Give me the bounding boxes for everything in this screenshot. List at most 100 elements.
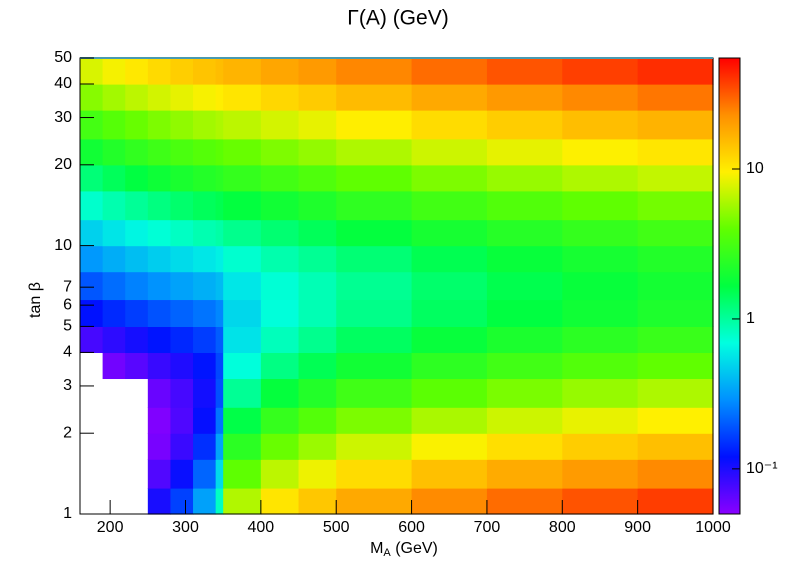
heatmap-cell <box>637 299 714 327</box>
heatmap-cell <box>298 245 337 273</box>
heatmap-cell <box>147 299 172 327</box>
heatmap-cell <box>336 459 413 489</box>
heatmap-cell <box>223 110 262 140</box>
heatmap-cell <box>80 164 104 192</box>
x-tick-label: 400 <box>248 519 275 536</box>
heatmap-cell <box>486 433 563 460</box>
heatmap-cell <box>223 459 262 489</box>
heatmap-cell <box>215 190 224 221</box>
x-tick-label: 700 <box>474 519 501 536</box>
heatmap-cell <box>562 219 639 247</box>
heatmap-cell <box>336 58 413 85</box>
heatmap-cell <box>170 58 194 85</box>
y-tick-label: 7 <box>63 278 72 295</box>
heatmap-cell <box>125 164 149 192</box>
heatmap-cell <box>80 219 104 247</box>
heatmap-cell <box>147 352 172 380</box>
heatmap-cell <box>411 407 488 434</box>
heatmap-cell <box>411 245 488 273</box>
heatmap-cell <box>102 84 126 111</box>
heatmap-cell <box>411 164 488 192</box>
heatmap-cell <box>637 459 714 489</box>
heatmap-cell <box>102 271 126 301</box>
heatmap-cell <box>215 459 224 489</box>
heatmap-cell <box>223 219 262 247</box>
heatmap-cell <box>336 326 413 354</box>
heatmap-cell <box>336 245 413 273</box>
heatmap-cell <box>223 271 262 301</box>
heatmap-cell <box>102 138 126 166</box>
heatmap-cell <box>336 84 413 111</box>
y-tick-label: 20 <box>54 156 72 173</box>
heatmap-cell <box>80 110 104 140</box>
x-tick-label: 1000 <box>695 519 731 536</box>
heatmap-cell <box>170 138 194 166</box>
heatmap-cell <box>562 352 639 380</box>
heatmap-cell <box>215 326 224 354</box>
heatmap-cell <box>193 433 217 460</box>
heatmap-cell <box>260 58 300 85</box>
heatmap-cell <box>193 459 217 489</box>
heatmap-cell <box>637 138 714 166</box>
heatmap-cell <box>637 110 714 140</box>
heatmap-cell <box>215 110 224 140</box>
heatmap-cell <box>215 299 224 327</box>
heatmap-cell <box>223 352 262 380</box>
heatmap-cell <box>223 138 262 166</box>
heatmap-cell <box>562 190 639 221</box>
heatmap-cell <box>411 190 488 221</box>
heatmap-cell <box>637 58 714 85</box>
heatmap-cell <box>193 271 217 301</box>
x-tick-label: 300 <box>172 519 199 536</box>
heatmap-cell <box>562 487 639 515</box>
heatmap-cell <box>125 219 149 247</box>
heatmap-cell <box>170 84 194 111</box>
heatmap-cell <box>637 378 714 408</box>
heatmap-cell <box>80 326 104 354</box>
heatmap-cell <box>147 58 172 85</box>
heatmap-cell <box>486 407 563 434</box>
heatmap-cell <box>215 407 224 434</box>
heatmap-cell <box>637 433 714 460</box>
heatmap-cell <box>170 219 194 247</box>
x-tick-label: 500 <box>323 519 350 536</box>
heatmap-cell <box>193 326 217 354</box>
heatmap-cell <box>102 352 126 380</box>
heatmap-cell <box>193 299 217 327</box>
heatmap-cell <box>215 84 224 111</box>
heatmap-cell <box>411 299 488 327</box>
x-tick-label: 800 <box>549 519 576 536</box>
heatmap-cell <box>260 110 300 140</box>
z-tick-label: 1 <box>746 310 755 327</box>
heatmap-cell <box>102 219 126 247</box>
z-tick-label: 10 <box>746 160 764 177</box>
y-tick-label: 4 <box>63 344 72 361</box>
heatmap-cell <box>411 138 488 166</box>
heatmap-cell <box>486 58 563 85</box>
color-bar <box>718 57 741 515</box>
heatmap-cell <box>637 326 714 354</box>
heatmap-cell <box>193 110 217 140</box>
heatmap-cell <box>80 58 104 85</box>
heatmap-cell <box>411 487 488 515</box>
heatmap-cell <box>80 245 104 273</box>
heatmap-cell <box>562 58 639 85</box>
heatmap-cell <box>260 138 300 166</box>
x-label-unit: (GeV) <box>391 540 438 557</box>
heatmap-cell <box>215 271 224 301</box>
heatmap-cell <box>637 407 714 434</box>
heatmap-cell <box>170 110 194 140</box>
heatmap-cell <box>637 271 714 301</box>
heatmap-cell <box>637 352 714 380</box>
heatmap-cell <box>193 219 217 247</box>
heatmap-cell <box>147 190 172 221</box>
heatmap-cell <box>260 459 300 489</box>
heatmap-cell <box>260 378 300 408</box>
heatmap-cell <box>193 245 217 273</box>
heatmap-cell <box>336 433 413 460</box>
heatmap-cell <box>298 407 337 434</box>
heatmap-cell <box>336 487 413 515</box>
heatmap-cell <box>125 352 149 380</box>
heatmap-cell <box>486 190 563 221</box>
heatmap-cell <box>486 110 563 140</box>
